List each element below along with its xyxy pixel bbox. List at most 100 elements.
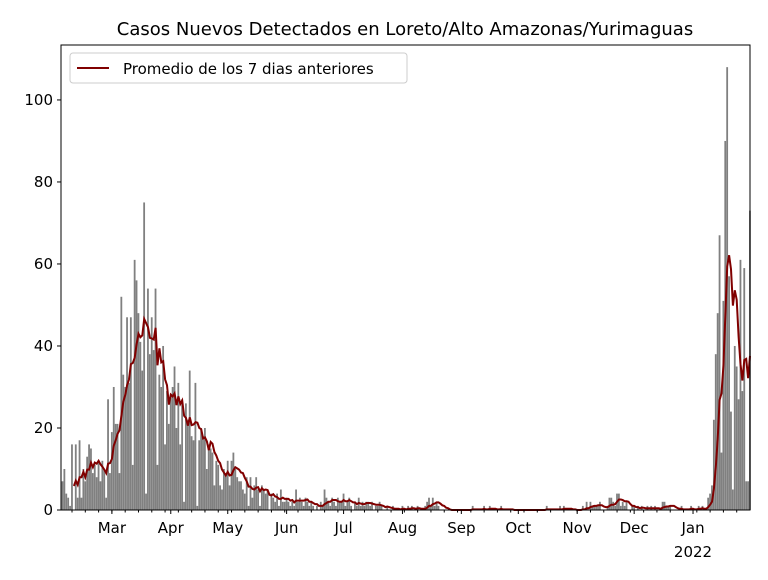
bar xyxy=(255,477,258,510)
y-axis: 0 20 40 60 80 100 xyxy=(24,91,61,519)
bar xyxy=(65,493,68,510)
bar xyxy=(743,268,746,510)
bar xyxy=(300,501,303,510)
bar xyxy=(276,493,278,510)
bar xyxy=(207,444,210,510)
bar xyxy=(709,493,711,510)
bar xyxy=(361,501,364,510)
bar xyxy=(97,460,100,510)
bar xyxy=(297,501,299,510)
bar xyxy=(367,501,370,510)
bar xyxy=(291,501,294,510)
x-tick-label: Aug xyxy=(388,519,417,537)
bar xyxy=(597,505,599,510)
legend-label: Promedio de los 7 dias anteriores xyxy=(123,60,374,78)
bar xyxy=(298,497,301,510)
bar xyxy=(731,489,734,510)
bar xyxy=(196,505,199,510)
bar xyxy=(139,341,142,510)
bar xyxy=(329,505,332,510)
bar xyxy=(559,505,561,510)
bar xyxy=(471,505,474,510)
bar xyxy=(581,505,584,510)
bar xyxy=(260,485,263,510)
bar xyxy=(618,493,620,510)
bar xyxy=(591,505,594,510)
bar xyxy=(156,464,159,510)
bar xyxy=(435,501,438,510)
bar xyxy=(232,452,235,510)
bar xyxy=(350,505,353,510)
bar xyxy=(707,497,710,510)
bar xyxy=(667,505,670,510)
y-tick-label: 100 xyxy=(24,91,53,109)
bar xyxy=(152,350,155,510)
bar xyxy=(722,300,725,510)
bar xyxy=(274,501,277,510)
bar xyxy=(745,481,748,510)
bar xyxy=(194,382,197,510)
bar xyxy=(93,464,96,510)
bar xyxy=(663,501,666,510)
bar xyxy=(80,497,83,510)
average-line xyxy=(72,255,751,511)
bar xyxy=(737,399,740,510)
bar xyxy=(110,432,113,510)
bar xyxy=(126,317,128,510)
bar xyxy=(135,280,138,510)
bar xyxy=(222,468,225,510)
bar xyxy=(177,382,180,510)
plot-frame xyxy=(60,44,751,511)
bar xyxy=(262,489,265,510)
bar xyxy=(714,354,717,510)
bar xyxy=(90,448,92,510)
bar xyxy=(429,505,432,510)
bar xyxy=(545,505,548,510)
bar xyxy=(281,501,284,510)
x-tick-label: Nov xyxy=(563,519,592,537)
bar xyxy=(270,493,273,510)
bar xyxy=(166,391,168,510)
bar xyxy=(211,452,214,510)
bar xyxy=(63,468,66,510)
y-tick-label: 60 xyxy=(34,255,53,273)
x-tick-year-label: 2022 xyxy=(674,543,712,561)
bar xyxy=(82,468,85,510)
average-line-group xyxy=(72,255,751,511)
bar xyxy=(338,501,341,510)
bar xyxy=(310,501,313,510)
bar xyxy=(665,505,668,510)
bar xyxy=(747,481,749,510)
bar xyxy=(253,485,256,510)
bar xyxy=(306,501,309,510)
bar xyxy=(160,386,163,510)
bar xyxy=(333,501,335,510)
bar xyxy=(78,440,81,510)
bar xyxy=(625,501,628,510)
bar xyxy=(91,473,94,510)
bar xyxy=(219,485,222,510)
bar xyxy=(285,497,288,510)
bar xyxy=(120,296,123,510)
bar xyxy=(236,477,239,510)
bar xyxy=(198,440,201,510)
bar xyxy=(369,505,372,510)
bar xyxy=(289,505,292,510)
bar xyxy=(95,477,98,510)
bar xyxy=(712,419,715,510)
bar xyxy=(308,505,311,510)
x-tick-label: Sep xyxy=(447,519,475,537)
bar xyxy=(323,489,326,510)
bar xyxy=(147,288,149,510)
bar xyxy=(593,505,596,510)
bar xyxy=(88,444,90,510)
bars-group xyxy=(61,67,751,511)
bar xyxy=(433,505,436,510)
bar xyxy=(69,505,71,510)
bar xyxy=(109,473,111,510)
bar xyxy=(162,345,165,510)
bar xyxy=(209,448,212,510)
bar xyxy=(595,505,598,510)
bar xyxy=(426,501,429,510)
x-tick-label: Oct xyxy=(505,519,531,537)
